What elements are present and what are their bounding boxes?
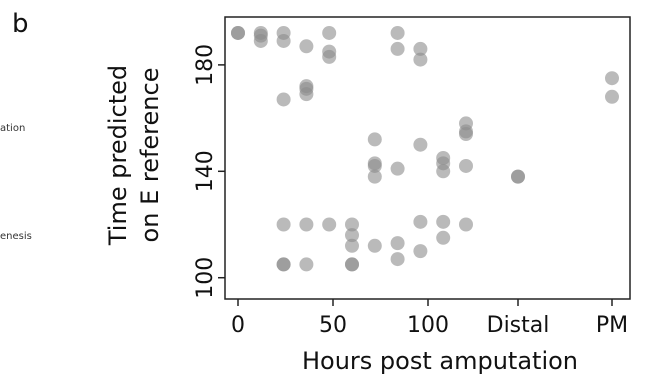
data-point <box>605 89 619 104</box>
data-point <box>413 137 428 152</box>
data-point <box>367 169 382 184</box>
data-point <box>299 39 314 54</box>
data-point <box>322 49 337 64</box>
data-point <box>436 230 451 245</box>
data-point <box>605 71 619 86</box>
data-point <box>367 158 382 173</box>
data-point <box>299 87 314 102</box>
left-fragment-1: ation <box>0 123 25 134</box>
data-point <box>413 244 428 259</box>
data-point <box>276 33 291 48</box>
data-point <box>345 217 359 232</box>
data-point <box>390 161 405 176</box>
plot-frame <box>224 16 631 300</box>
data-point <box>276 257 291 272</box>
axes: 0 50 100 Distal PM 100 140 180 <box>193 44 628 338</box>
data-point <box>299 257 314 272</box>
y-tick-label: 180 <box>193 44 218 86</box>
data-point <box>436 164 451 179</box>
data-points <box>231 25 619 272</box>
data-point <box>322 25 337 40</box>
x-axis-title: Hours post amputation <box>302 347 578 375</box>
y-tick-label: 140 <box>193 150 218 192</box>
data-point <box>276 92 291 107</box>
y-axis-title-line-2: on E reference <box>136 68 164 243</box>
y-tick-label: 100 <box>193 257 218 299</box>
data-point <box>345 238 359 253</box>
data-point <box>459 217 473 232</box>
data-point <box>413 214 428 229</box>
data-point <box>299 217 314 232</box>
data-point <box>367 238 382 253</box>
data-point <box>436 214 451 229</box>
panel-label: b <box>12 9 29 39</box>
x-tick-label: Distal <box>487 313 550 338</box>
x-tick-label: 50 <box>319 313 347 338</box>
y-axis-title-line-1: Time predicted <box>104 65 132 246</box>
data-point <box>390 236 405 251</box>
data-point <box>413 41 428 56</box>
data-point <box>413 52 428 67</box>
data-point <box>390 41 405 56</box>
y-axis-title: Time predicted on E reference <box>104 65 164 246</box>
x-tick-label: 100 <box>407 313 449 338</box>
data-point <box>390 25 405 40</box>
data-point <box>511 169 525 184</box>
x-tick-label: 0 <box>231 313 245 338</box>
data-point <box>367 132 382 147</box>
data-point <box>322 217 337 232</box>
left-fragment-2: enesis <box>0 231 32 242</box>
data-point <box>253 33 268 48</box>
data-point <box>390 252 405 267</box>
data-point <box>459 158 473 173</box>
x-tick-label: PM <box>596 313 628 338</box>
data-point <box>231 25 245 40</box>
data-point <box>459 127 473 142</box>
data-point <box>276 217 291 232</box>
data-point <box>345 228 359 243</box>
data-point <box>345 257 359 272</box>
